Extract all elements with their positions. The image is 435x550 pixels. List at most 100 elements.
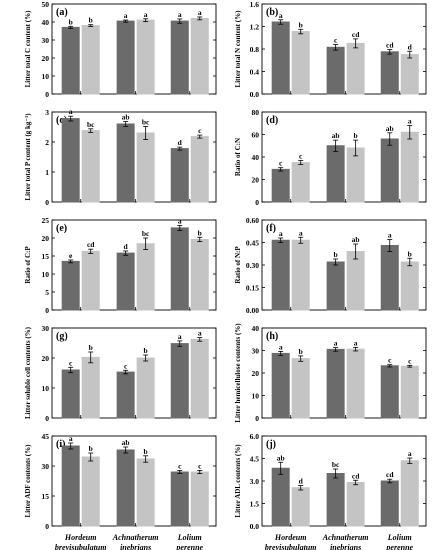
bar	[346, 42, 365, 95]
significance-letter: b	[89, 343, 93, 352]
x-category-label: perenne	[175, 543, 203, 550]
x-category-label: Hordeum	[274, 533, 307, 542]
bar	[326, 145, 345, 203]
bar	[61, 260, 80, 311]
bar	[61, 445, 80, 527]
significance-letter: c	[69, 358, 73, 367]
significance-letter: c	[299, 152, 303, 161]
bar	[291, 31, 310, 95]
y-tick-label: 40	[252, 324, 260, 333]
y-axis-label: Litter hemicellulose contents (%)	[234, 323, 242, 423]
panel-tag: (g)	[56, 331, 68, 342]
bar	[380, 51, 399, 95]
y-tick-label: 1.2	[250, 23, 260, 32]
y-tick-label: 10	[42, 270, 50, 279]
y-tick-label: 60	[252, 131, 260, 140]
bar	[116, 252, 135, 311]
significance-letter: a	[124, 11, 128, 20]
bar	[81, 250, 100, 311]
significance-letter: bc	[332, 460, 340, 469]
x-category-label: brevisubulatum	[55, 543, 107, 550]
y-tick-label: 0.30	[246, 261, 259, 270]
chart-panel-e: 0 5 10 15 20 25 (e) Ratio of C:P e d a cd bc b	[24, 216, 217, 315]
bar	[291, 239, 310, 311]
y-tick-label: 40	[42, 18, 50, 27]
bar	[170, 148, 189, 203]
bar	[380, 245, 399, 311]
significance-letter: a	[198, 8, 202, 17]
significance-letter: a	[198, 329, 202, 338]
y-axis-label: Litter ADL contents (%)	[234, 444, 242, 518]
significance-letter: ab	[277, 453, 285, 462]
significance-letter: cd	[87, 240, 95, 249]
bar	[81, 456, 100, 527]
significance-letter: a	[178, 332, 182, 341]
y-tick-label: 0.45	[246, 239, 259, 248]
significance-letter: b	[299, 347, 303, 356]
significance-letter: c	[408, 356, 412, 365]
bar	[326, 261, 345, 311]
bar	[291, 487, 310, 527]
significance-letter: a	[354, 338, 358, 347]
bar	[326, 46, 345, 95]
y-tick-label: 2	[45, 138, 49, 147]
significance-letter: c	[124, 361, 128, 370]
bar	[61, 118, 80, 203]
bar	[81, 130, 100, 203]
y-tick-label: 30	[42, 462, 50, 471]
significance-letter: b	[144, 447, 148, 456]
y-tick-label: 10	[42, 384, 50, 393]
chart-panel-j: 0.0 1.5 3.0 4.5 6.0 (j) Litter ADL contents (%…	[234, 432, 427, 531]
significance-letter: b	[69, 17, 73, 26]
y-tick-label: 0.00	[246, 306, 259, 315]
y-tick-label: 1	[45, 168, 49, 177]
bar	[326, 473, 345, 527]
y-tick-label: 15	[42, 492, 50, 501]
x-category-labels: HordeumbrevisubulatumAchnatheruminebrian…	[55, 533, 414, 550]
significance-letter: ab	[122, 113, 130, 122]
significance-letter: b	[299, 20, 303, 29]
y-tick-label: 30	[42, 324, 50, 333]
significance-letter: bc	[87, 120, 95, 129]
bar	[380, 480, 399, 527]
significance-letter: a	[408, 117, 412, 126]
y-tick-label: 3	[45, 108, 49, 117]
bar	[190, 471, 209, 527]
significance-letter: a	[279, 11, 283, 20]
y-tick-label: 0	[255, 198, 259, 207]
significance-letter: c	[198, 126, 202, 135]
y-tick-label: 20	[42, 234, 50, 243]
y-tick-label: 0	[255, 414, 259, 423]
significance-letter: b	[89, 444, 93, 453]
y-tick-label: 0.4	[250, 68, 260, 77]
chart-panel-d: 0 20 40 60 80 (d) Ratio of C:N c ab ab c b a	[234, 108, 427, 207]
significance-letter: c	[334, 36, 338, 45]
significance-letter: ab	[122, 438, 130, 447]
y-tick-label: 0	[45, 306, 49, 315]
x-category-label: inebrians	[330, 543, 361, 550]
significance-letter: ab	[332, 131, 340, 140]
bar	[136, 357, 155, 419]
y-axis-label: Litter soluble cell contents (%)	[24, 326, 32, 419]
significance-letter: a	[178, 10, 182, 19]
significance-letter: ab	[386, 124, 394, 133]
significance-letter: b	[334, 250, 338, 259]
significance-letter: b	[408, 249, 412, 258]
significance-letter: a	[279, 229, 283, 238]
y-tick-label: 25	[42, 216, 50, 225]
y-tick-label: 0.8	[250, 45, 260, 54]
significance-letter: a	[178, 216, 182, 225]
chart-panel-b: 0.0 0.4 0.8 1.2 1.6 (b) Litter total N content…	[234, 0, 427, 99]
significance-letter: a	[334, 339, 338, 348]
chart-panel-a: 0 10 20 30 40 50 (a) Litter total C content (%)…	[24, 0, 217, 99]
bar	[170, 471, 189, 527]
y-tick-label: 1.6	[250, 0, 260, 9]
bar	[380, 365, 399, 419]
panel-tag: (i)	[56, 439, 65, 450]
y-axis-label: Litter total P content (g kg⁻¹)	[24, 113, 32, 201]
x-category-label: Hordeum	[64, 533, 97, 542]
x-category-label: brevisubulatum	[265, 543, 317, 550]
chart-panel-f: 0.000.150.300.450.60(f)Ratio of N:Pabaaa…	[234, 216, 427, 315]
